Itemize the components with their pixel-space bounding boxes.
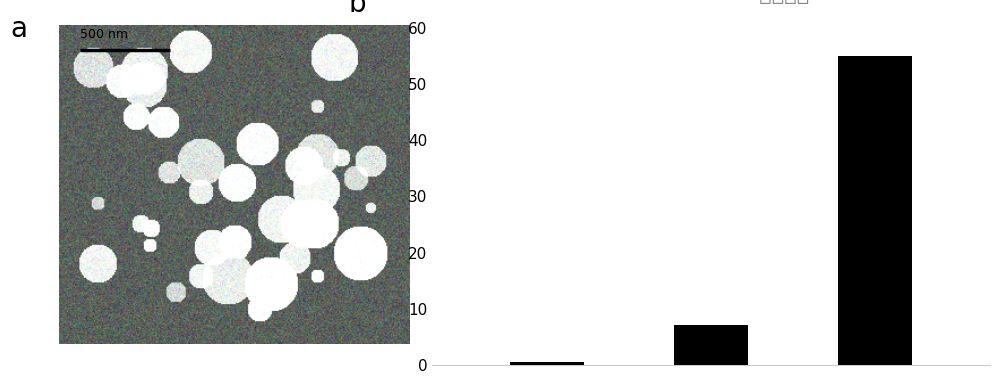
Bar	[838, 56, 912, 365]
Text: b: b	[348, 0, 366, 18]
Bar	[674, 326, 748, 365]
Text: a: a	[10, 15, 27, 43]
Title: miRNA mimic 相对丰度: miRNA mimic 相对丰度	[612, 0, 810, 4]
Bar	[510, 362, 584, 365]
